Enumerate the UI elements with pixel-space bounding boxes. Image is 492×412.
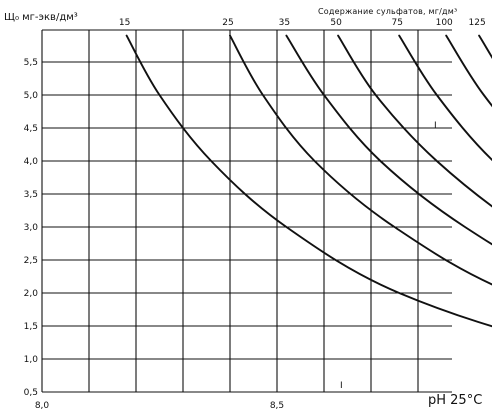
y-tick-label: 4,5 xyxy=(24,124,38,134)
x-tick-label: 8,5 xyxy=(270,401,284,411)
sulfate-label-100: 100 xyxy=(436,18,453,28)
sulfate-label-125: 125 xyxy=(469,18,486,28)
x-tick-label: 8,0 xyxy=(35,401,50,411)
sulfate-label-35: 35 xyxy=(279,18,290,28)
y-tick-label: 3,0 xyxy=(24,223,39,233)
y-tick-label: 0,5 xyxy=(24,388,38,398)
sulfate-label-25: 25 xyxy=(222,18,233,28)
y-tick-label: 2,0 xyxy=(24,289,39,299)
y-axis-label: Щ₀ мг-экв/дм³ xyxy=(4,12,78,23)
y-tick-label: 1,5 xyxy=(24,322,38,332)
y-tick-label: 4,0 xyxy=(24,157,39,167)
y-tick-label: 2,5 xyxy=(24,256,38,266)
y-tick-label: 1,0 xyxy=(24,355,39,365)
sulfate-label-50: 50 xyxy=(330,18,342,28)
sulfate-label-75: 75 xyxy=(391,18,402,28)
chart-title: Содержание сульфатов, мг/дм³ xyxy=(318,7,457,16)
y-tick-labels: 0,5 1,0 1,5 2,0 2,5 3,0 3,5 4,0 4,5 5,0 5,5 xyxy=(24,58,39,398)
grid-lines xyxy=(41,29,452,393)
sulfate-value-labels: 1525355075100125150200300400500 xyxy=(119,18,486,28)
y-tick-label: 3,5 xyxy=(24,190,38,200)
curve-75 xyxy=(398,34,492,162)
curve-50 xyxy=(337,34,492,208)
curve-35 xyxy=(285,34,492,246)
y-tick-label: 5,5 xyxy=(24,58,38,68)
x-axis-label: pH 25°C xyxy=(428,393,482,408)
boundary-label-bottom: I xyxy=(340,381,343,391)
x-tick-labels: 8,08,59,09,5 xyxy=(35,401,284,411)
curve-25 xyxy=(229,34,492,286)
boundary-label-top: I xyxy=(434,121,437,131)
y-tick-label: 5,0 xyxy=(24,91,39,101)
curve-15 xyxy=(125,34,492,328)
sulfate-label-15: 15 xyxy=(119,18,130,28)
curve-125 xyxy=(478,34,492,60)
curve-100 xyxy=(445,34,492,108)
sulfate-curves xyxy=(125,34,492,328)
